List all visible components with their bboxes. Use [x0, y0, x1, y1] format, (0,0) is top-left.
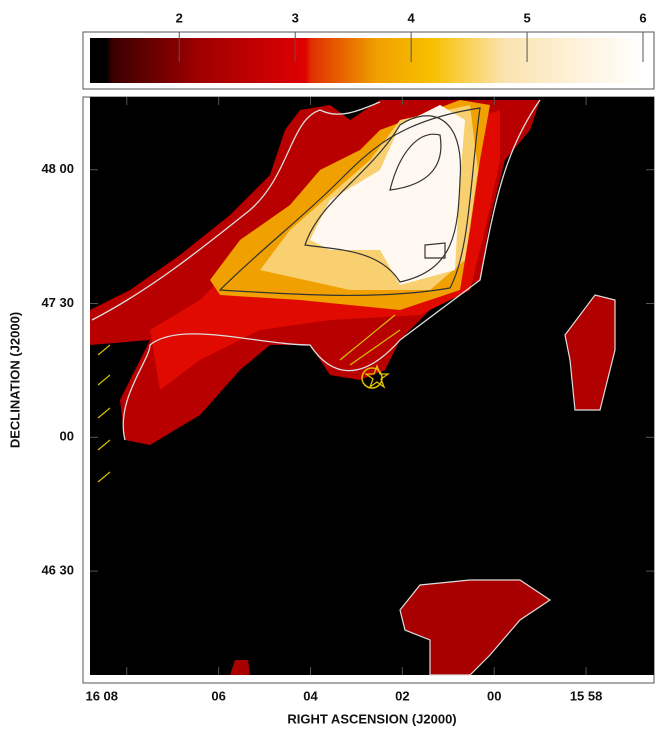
x-tick-label: 15 58 [570, 688, 603, 703]
colorbar-tick-label: 5 [523, 10, 530, 25]
emission-region [310, 105, 465, 285]
source-marker [363, 364, 391, 389]
emission-region [230, 660, 250, 675]
colorbar [90, 38, 643, 83]
y-axis-label: DECLINATION (J2000) [7, 312, 22, 448]
y-tick-label: 47 30 [41, 295, 74, 310]
x-axis-label: RIGHT ASCENSION (J2000) [287, 711, 456, 726]
vector [97, 314, 401, 483]
colorbar-tick-label: 2 [176, 10, 183, 25]
y-tick-label: 48 00 [41, 161, 74, 176]
x-tick-label: 06 [211, 688, 225, 703]
colorbar-tick-label: 3 [292, 10, 299, 25]
emission-region [400, 580, 550, 675]
y-tick-label: 46 30 [41, 563, 74, 578]
contour [122, 99, 541, 441]
image [90, 99, 616, 676]
contour [304, 115, 462, 283]
contour [389, 133, 446, 259]
colorbar-tick-label: 6 [639, 10, 646, 25]
contour [399, 294, 616, 676]
x-tick-label: 00 [487, 688, 501, 703]
x-tick-label: 16 08 [85, 688, 118, 703]
contour [91, 101, 381, 321]
contour [218, 107, 481, 297]
y-tick-label: 00 [60, 429, 74, 444]
emission-region [565, 295, 615, 410]
colorbar-tick-label: 4 [408, 10, 416, 25]
x-tick-label: 04 [303, 688, 318, 703]
x-tick-label: 02 [395, 688, 409, 703]
